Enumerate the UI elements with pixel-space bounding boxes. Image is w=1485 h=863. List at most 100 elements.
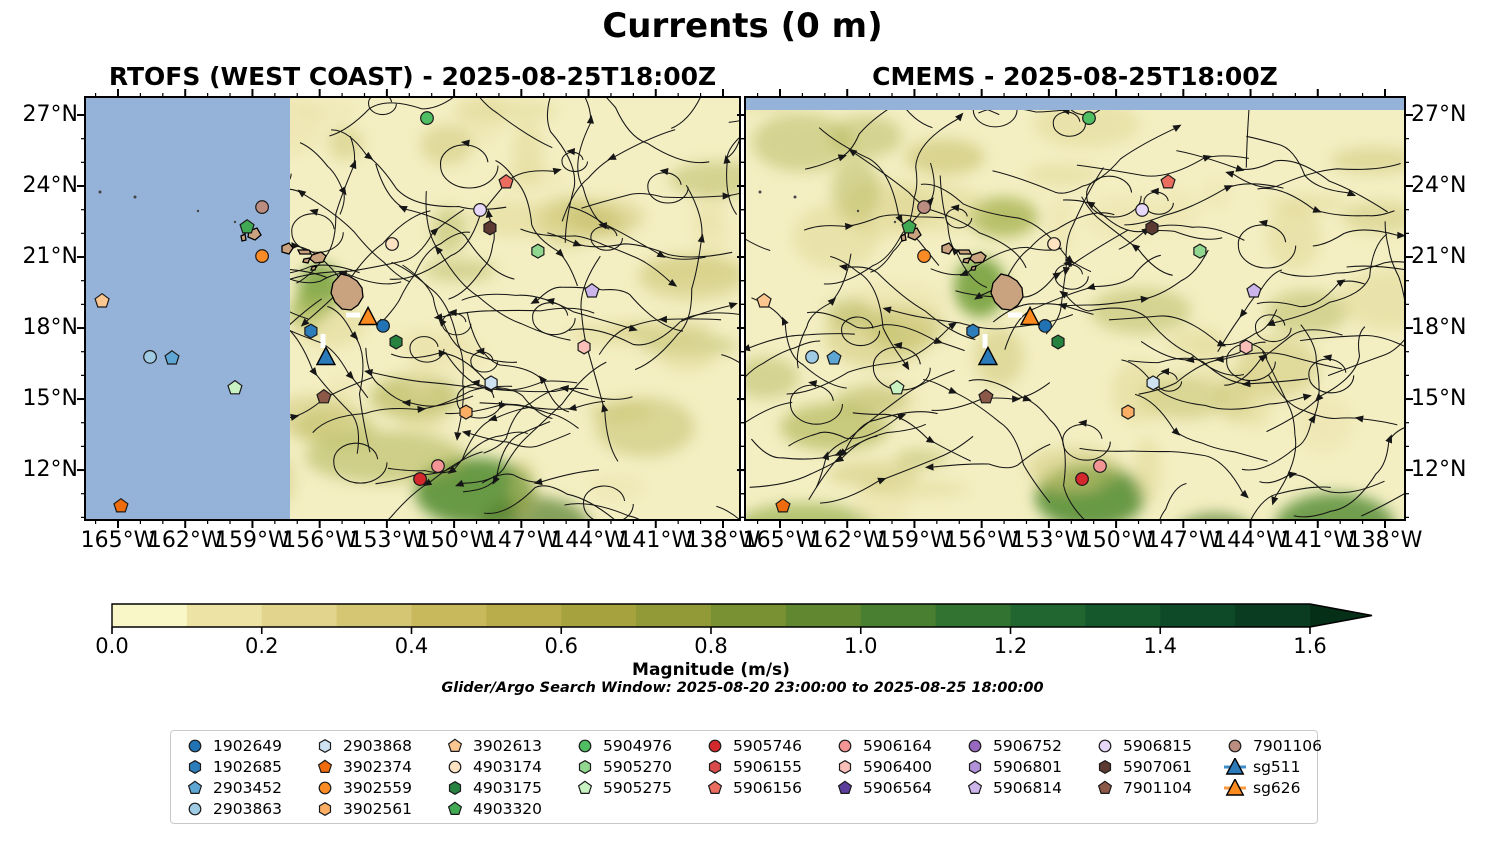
streamline <box>546 97 576 243</box>
streamline <box>329 97 455 137</box>
streamline-arrow <box>948 386 958 394</box>
streamline-eddy <box>561 151 588 173</box>
streamline <box>265 266 402 285</box>
streamline <box>306 210 431 322</box>
legend-item: sg626 <box>1224 777 1322 798</box>
legend-marker-5905746 <box>708 739 722 752</box>
streamline-arrow <box>345 370 355 380</box>
streamline <box>1109 309 1278 346</box>
legend-marker-2903452 <box>187 780 203 794</box>
streamline <box>470 432 571 448</box>
colorbar-label: Magnitude (m/s) <box>632 660 790 680</box>
streamline <box>745 401 793 423</box>
streamline <box>375 163 515 280</box>
lat-tick-label: 12°N <box>1411 457 1467 483</box>
platform-marker-2903452 <box>826 350 842 365</box>
streamline-arrow <box>1452 374 1461 382</box>
streamline-arrow <box>498 401 508 409</box>
streamline <box>823 162 935 285</box>
streamline-arrow <box>1059 290 1069 299</box>
no-data-region <box>745 97 1405 110</box>
legend-marker-3902559 <box>318 781 332 794</box>
legend-marker-1902685 <box>188 759 202 774</box>
streamline <box>605 97 710 164</box>
legend-marker-glyph <box>577 780 593 794</box>
streamline-arrow <box>455 479 465 487</box>
streamline <box>1268 374 1398 426</box>
streamline <box>312 385 513 433</box>
streamline <box>805 97 910 170</box>
streamline-arrow <box>1185 355 1195 364</box>
streamline <box>681 312 740 321</box>
platform-marker-5904976 <box>1082 111 1096 125</box>
legend-label: 5904976 <box>603 736 673 755</box>
glider-track-mark <box>346 312 361 318</box>
streamline-arrow <box>669 557 678 566</box>
legend-label: 5906156 <box>733 778 803 797</box>
streamline <box>930 246 1062 276</box>
streamline-arrow <box>545 298 555 306</box>
streamline-arrow <box>364 151 374 160</box>
streamline-arrow <box>1411 347 1418 356</box>
streamline-arrow <box>567 403 577 412</box>
streamline <box>564 503 641 520</box>
streamline-arrow <box>882 306 892 314</box>
lon-tick-label: 147°W <box>1145 528 1221 553</box>
streamline-arrow <box>1314 393 1324 402</box>
streamline <box>1274 233 1388 324</box>
platform-marker-5906400 <box>1239 339 1253 355</box>
streamline-arrow <box>834 454 845 463</box>
streamline-arrow <box>959 269 969 276</box>
streamline-arrow <box>1022 394 1032 402</box>
streamline-arrow <box>1346 189 1357 197</box>
streamline-arrow <box>1160 367 1170 376</box>
streamline <box>478 97 553 149</box>
island <box>310 265 317 271</box>
legend-item: 5906815 <box>1094 735 1192 756</box>
legend-marker-sg511 <box>1224 757 1246 775</box>
legend-label: sg626 <box>1253 778 1301 797</box>
streamline-arrow <box>955 112 964 122</box>
streamline-arrow <box>488 414 498 422</box>
legend-marker-glyph <box>447 738 463 752</box>
legend-marker-2903863 <box>188 802 202 815</box>
lat-tick-label: 27°N <box>22 102 78 127</box>
streamline <box>372 372 553 420</box>
legend-marker-5906156 <box>707 780 723 794</box>
streamline <box>402 264 518 363</box>
streamline-arrow <box>530 296 540 304</box>
streamline <box>1241 324 1320 471</box>
platform-marker-5906164 <box>1093 459 1107 473</box>
streamline-arrow <box>925 197 934 206</box>
streamline <box>375 406 534 485</box>
legend-column: 7901106 sg511 sg626 <box>1224 735 1322 798</box>
streamline-arrow <box>948 322 958 330</box>
platform-marker-5905275 <box>227 379 243 395</box>
streamline <box>391 261 464 433</box>
legend-marker-glyph <box>708 739 722 752</box>
legend-label: 5906155 <box>733 757 803 776</box>
lon-tick-label: 159°W <box>215 528 290 553</box>
panel-title-cmems: CMEMS - 2025-08-25T18:00Z <box>872 62 1278 91</box>
legend-marker-glyph <box>1225 778 1245 796</box>
streamline <box>461 293 630 329</box>
legend-marker-glyph <box>968 739 982 752</box>
streamline <box>1327 338 1405 377</box>
lon-tick-label: 165°W <box>80 528 156 553</box>
legend-item: 5906156 <box>704 777 802 798</box>
platform-marker-5906400 <box>577 339 591 355</box>
lon-tick-label: 138°W <box>685 528 761 553</box>
streamline-arrow <box>1446 273 1455 280</box>
platform-marker-3902613 <box>756 292 772 308</box>
streamline-arrow <box>897 413 907 421</box>
legend-marker-5906801 <box>968 759 982 774</box>
legend-marker-5906815 <box>1098 739 1112 752</box>
streamline <box>1076 155 1249 177</box>
streamline-arrow <box>1271 496 1279 506</box>
legend-marker-5904976 <box>578 739 592 752</box>
legend-marker-4903175 <box>448 780 462 795</box>
legend-item: 2903868 <box>314 735 412 756</box>
lon-tick-label: 141°W <box>1280 528 1356 553</box>
lat-tick-label: 15°N <box>1411 386 1467 412</box>
streamline-arrow <box>572 239 582 247</box>
